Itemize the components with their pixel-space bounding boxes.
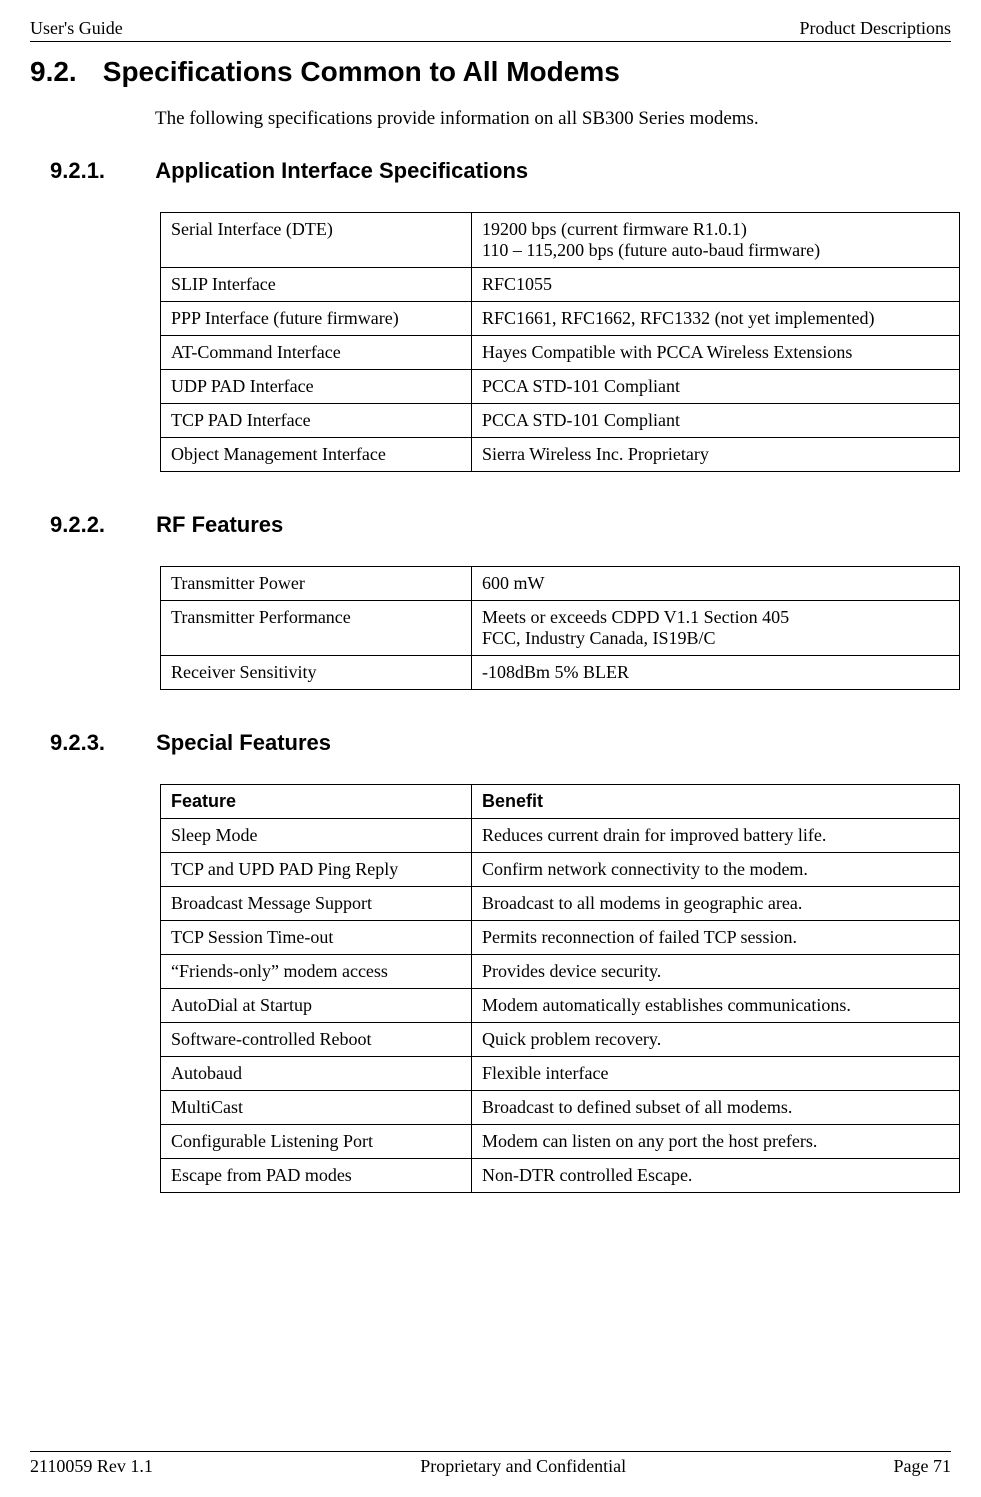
table-cell-value: Quick problem recovery. (472, 1023, 960, 1057)
table-cell-label: Transmitter Performance (161, 601, 472, 656)
table-cell-label: Transmitter Power (161, 567, 472, 601)
footer-center: Proprietary and Confidential (420, 1456, 626, 1477)
subsection-number: 9.2.2. (50, 512, 150, 538)
footer-left: 2110059 Rev 1.1 (30, 1456, 153, 1477)
table-cell-value: -108dBm 5% BLER (472, 656, 960, 690)
table-cell-label: UDP PAD Interface (161, 370, 472, 404)
table-row: SLIP InterfaceRFC1055 (161, 268, 960, 302)
subsection-number: 9.2.1. (50, 158, 150, 184)
page: User's Guide Product Descriptions 9.2. S… (0, 0, 981, 1497)
table-cell-label: Software-controlled Reboot (161, 1023, 472, 1057)
table-row: TCP PAD InterfacePCCA STD-101 Compliant (161, 404, 960, 438)
table-cell-value: 600 mW (472, 567, 960, 601)
table-row: Serial Interface (DTE)19200 bps (current… (161, 213, 960, 268)
table-cell-label: SLIP Interface (161, 268, 472, 302)
table-row: MultiCastBroadcast to defined subset of … (161, 1091, 960, 1125)
table-cell-value: Permits reconnection of failed TCP sessi… (472, 921, 960, 955)
table-cell-label: Object Management Interface (161, 438, 472, 472)
subsection-title: RF Features (156, 512, 283, 537)
table-row: PPP Interface (future firmware)RFC1661, … (161, 302, 960, 336)
table-cell-value: PCCA STD-101 Compliant (472, 404, 960, 438)
table-cell-label: Autobaud (161, 1057, 472, 1091)
table-cell-value: Meets or exceeds CDPD V1.1 Section 405FC… (472, 601, 960, 656)
table-row: Escape from PAD modesNon-DTR controlled … (161, 1159, 960, 1193)
table-cell-label: AutoDial at Startup (161, 989, 472, 1023)
section-intro: The following specifications provide inf… (155, 108, 951, 130)
subsection-heading: 9.2.1. Application Interface Specificati… (50, 158, 951, 184)
table-row: Receiver Sensitivity-108dBm 5% BLER (161, 656, 960, 690)
table-row: Software-controlled RebootQuick problem … (161, 1023, 960, 1057)
table-row: AutoDial at StartupModem automatically e… (161, 989, 960, 1023)
table-row: Configurable Listening PortModem can lis… (161, 1125, 960, 1159)
table-cell-label: Receiver Sensitivity (161, 656, 472, 690)
table-row: Transmitter PerformanceMeets or exceeds … (161, 601, 960, 656)
section-heading: 9.2. Specifications Common to All Modems (30, 56, 951, 88)
table-row: Transmitter Power600 mW (161, 567, 960, 601)
table-cell-value: Non-DTR controlled Escape. (472, 1159, 960, 1193)
table-cell-value: RFC1661, RFC1662, RFC1332 (not yet imple… (472, 302, 960, 336)
table-cell-value: Hayes Compatible with PCCA Wireless Exte… (472, 336, 960, 370)
table-row: “Friends-only” modem accessProvides devi… (161, 955, 960, 989)
table-row: Object Management InterfaceSierra Wirele… (161, 438, 960, 472)
table-cell-value: Modem automatically establishes communic… (472, 989, 960, 1023)
subsection-heading: 9.2.3. Special Features (50, 730, 951, 756)
table-cell-label: “Friends-only” modem access (161, 955, 472, 989)
table-cell-value: Reduces current drain for improved batte… (472, 819, 960, 853)
table-cell-value: Confirm network connectivity to the mode… (472, 853, 960, 887)
table-cell-value: Broadcast to defined subset of all modem… (472, 1091, 960, 1125)
table-row: UDP PAD InterfacePCCA STD-101 Compliant (161, 370, 960, 404)
table-cell-value: RFC1055 (472, 268, 960, 302)
table-row: Sleep ModeReduces current drain for impr… (161, 819, 960, 853)
subsection-title: Special Features (156, 730, 331, 755)
table-header-cell: Benefit (472, 785, 960, 819)
table-cell-label: Escape from PAD modes (161, 1159, 472, 1193)
table-cell-value: Provides device security. (472, 955, 960, 989)
table-cell-label: PPP Interface (future firmware) (161, 302, 472, 336)
table-cell-value: 19200 bps (current firmware R1.0.1)110 –… (472, 213, 960, 268)
table-row: Broadcast Message SupportBroadcast to al… (161, 887, 960, 921)
table-row: TCP and UPD PAD Ping ReplyConfirm networ… (161, 853, 960, 887)
table-row: TCP Session Time-outPermits reconnection… (161, 921, 960, 955)
table-row: AutobaudFlexible interface (161, 1057, 960, 1091)
section-title: Specifications Common to All Modems (103, 56, 620, 87)
special-features-table: Feature Benefit Sleep ModeReduces curren… (160, 784, 960, 1193)
footer-bar: 2110059 Rev 1.1 Proprietary and Confiden… (30, 1451, 951, 1477)
table-cell-label: Configurable Listening Port (161, 1125, 472, 1159)
section-number: 9.2. (30, 56, 95, 88)
header-left: User's Guide (30, 18, 123, 39)
table-cell-value: Broadcast to all modems in geographic ar… (472, 887, 960, 921)
subsection-title: Application Interface Specifications (155, 158, 528, 183)
table-cell-value: Sierra Wireless Inc. Proprietary (472, 438, 960, 472)
table-cell-label: TCP Session Time-out (161, 921, 472, 955)
table-cell-label: TCP PAD Interface (161, 404, 472, 438)
table-header-row: Feature Benefit (161, 785, 960, 819)
table-cell-value: Flexible interface (472, 1057, 960, 1091)
rf-features-table: Transmitter Power600 mWTransmitter Perfo… (160, 566, 960, 690)
table-row: AT-Command InterfaceHayes Compatible wit… (161, 336, 960, 370)
app-interface-table: Serial Interface (DTE)19200 bps (current… (160, 212, 960, 472)
table-cell-value: Modem can listen on any port the host pr… (472, 1125, 960, 1159)
header-right: Product Descriptions (800, 18, 951, 39)
table-cell-label: AT-Command Interface (161, 336, 472, 370)
subsection-heading: 9.2.2. RF Features (50, 512, 951, 538)
table-cell-label: Broadcast Message Support (161, 887, 472, 921)
table-cell-label: Serial Interface (DTE) (161, 213, 472, 268)
table-cell-label: TCP and UPD PAD Ping Reply (161, 853, 472, 887)
table-cell-label: Sleep Mode (161, 819, 472, 853)
table-cell-value: PCCA STD-101 Compliant (472, 370, 960, 404)
subsection-number: 9.2.3. (50, 730, 150, 756)
table-header-cell: Feature (161, 785, 472, 819)
header-bar: User's Guide Product Descriptions (30, 18, 951, 42)
table-cell-label: MultiCast (161, 1091, 472, 1125)
footer-right: Page 71 (894, 1456, 952, 1477)
